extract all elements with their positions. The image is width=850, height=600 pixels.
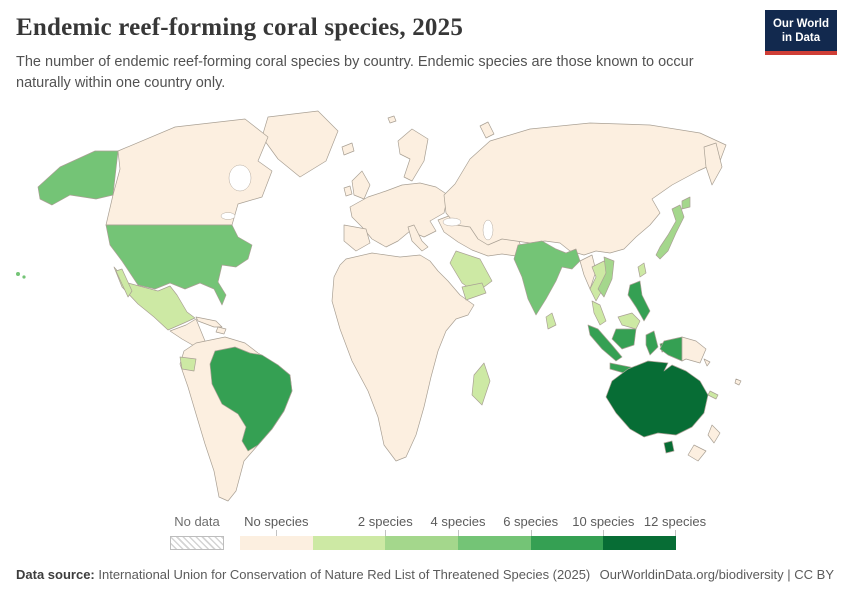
country-iceland[interactable] xyxy=(341,142,355,156)
country-iberia[interactable] xyxy=(343,224,371,252)
country-united-states-alaska[interactable] xyxy=(37,150,119,206)
legend-label: No species xyxy=(244,514,309,529)
world-map xyxy=(16,110,742,502)
country-cuba[interactable] xyxy=(195,316,223,328)
country-myanmar[interactable] xyxy=(579,254,597,290)
legend-segment[interactable] xyxy=(385,536,458,550)
country-yemen[interactable] xyxy=(461,282,487,301)
legend-label: 2 species xyxy=(357,514,413,529)
country-vietnam[interactable] xyxy=(597,256,615,298)
legend-no-data-swatch[interactable] xyxy=(170,536,224,550)
map-legend: No data No species 2 species 4 species 6 sp… xyxy=(0,514,850,554)
country-hispaniola[interactable] xyxy=(215,326,227,335)
legend-label: 4 species xyxy=(430,514,486,529)
black-sea xyxy=(442,217,462,227)
country-scandinavia[interactable] xyxy=(397,128,429,182)
owid-logo[interactable]: Our World in Data xyxy=(764,10,837,55)
legend-tick xyxy=(675,530,676,536)
country-new-zealand-north[interactable] xyxy=(707,424,721,444)
country-united-states[interactable] xyxy=(105,224,253,306)
country-indonesia-west-papua[interactable] xyxy=(659,336,683,362)
chart-footer: Data source: International Union for Con… xyxy=(16,567,834,582)
country-fiji[interactable] xyxy=(734,378,742,386)
great-lakes xyxy=(220,212,236,220)
chart-subtitle: The number of endemic reef-forming coral… xyxy=(16,54,694,92)
legend-tick xyxy=(385,530,387,536)
footer-link[interactable]: OurWorldinData.org/biodiversity | CC BY xyxy=(599,567,834,582)
country-indonesia-sumatra[interactable] xyxy=(587,324,623,362)
legend-tick xyxy=(603,530,605,536)
legend-segment[interactable] xyxy=(458,536,531,550)
country-malaysia-peninsula[interactable] xyxy=(591,300,607,326)
country-japan[interactable] xyxy=(655,204,685,260)
chart-title: Endemic reef-forming coral species, 2025 xyxy=(16,14,464,41)
legend-label: 6 species xyxy=(503,514,559,529)
country-united-kingdom[interactable] xyxy=(351,170,371,200)
country-mexico[interactable] xyxy=(113,266,196,331)
map-legend-bar: No species 2 species 4 species 6 species 10 … xyxy=(240,514,706,554)
country-australia[interactable] xyxy=(605,360,709,438)
country-svalbard[interactable] xyxy=(387,115,397,124)
legend-tick xyxy=(276,530,278,536)
country-africa[interactable] xyxy=(331,252,475,462)
country-japan-hokkaido[interactable] xyxy=(681,196,691,210)
world-map-container xyxy=(10,103,840,505)
country-solomon-islands[interactable] xyxy=(703,358,711,367)
country-mexico-baja[interactable] xyxy=(115,268,133,298)
footer-datasource-label: Data source: xyxy=(16,567,95,582)
legend-segment[interactable] xyxy=(312,536,386,550)
caspian-sea xyxy=(482,219,494,241)
country-united-states-hawaii[interactable] xyxy=(16,272,20,276)
country-india[interactable] xyxy=(513,240,581,316)
country-europe-mainland[interactable] xyxy=(349,182,449,248)
country-indonesia-sulawesi[interactable] xyxy=(645,330,659,356)
legend-label: 12 species xyxy=(643,514,707,529)
country-new-caledonia[interactable] xyxy=(707,390,719,400)
country-brazil[interactable] xyxy=(209,346,293,452)
country-italy[interactable] xyxy=(407,224,429,252)
footer-datasource-text: International Union for Conservation of … xyxy=(98,567,591,582)
country-sri-lanka[interactable] xyxy=(545,312,557,330)
country-asia[interactable] xyxy=(443,122,727,256)
legend-tick xyxy=(530,530,532,536)
legend-tick xyxy=(458,530,459,536)
country-taiwan[interactable] xyxy=(637,262,647,278)
country-indonesia-borneo[interactable] xyxy=(611,328,637,350)
legend-segment[interactable] xyxy=(530,536,604,550)
footer-datasource: Data source: International Union for Con… xyxy=(16,567,590,582)
country-novaya-zemlya[interactable] xyxy=(479,121,495,139)
country-australia-tasmania[interactable] xyxy=(663,440,675,454)
owid-logo-line2: in Data xyxy=(781,32,821,45)
country-new-zealand-south[interactable] xyxy=(687,444,707,462)
legend-segment[interactable] xyxy=(240,536,313,550)
country-united-states-hawaii2[interactable] xyxy=(22,275,26,279)
owid-logo-line1: Our World xyxy=(772,18,829,30)
country-philippines[interactable] xyxy=(627,280,651,322)
legend-label: 10 species xyxy=(572,514,635,529)
country-kamchatka[interactable] xyxy=(703,142,723,186)
legend-segment[interactable] xyxy=(603,536,676,550)
hudson-bay xyxy=(228,164,252,192)
legend-no-data-label: No data xyxy=(174,514,220,529)
country-madagascar[interactable] xyxy=(471,362,491,406)
country-malaysia-borneo[interactable] xyxy=(617,312,641,330)
country-papua-new-guinea[interactable] xyxy=(681,336,707,364)
country-ecuador[interactable] xyxy=(179,356,197,372)
country-greenland[interactable] xyxy=(261,110,339,178)
country-ireland[interactable] xyxy=(343,185,353,197)
